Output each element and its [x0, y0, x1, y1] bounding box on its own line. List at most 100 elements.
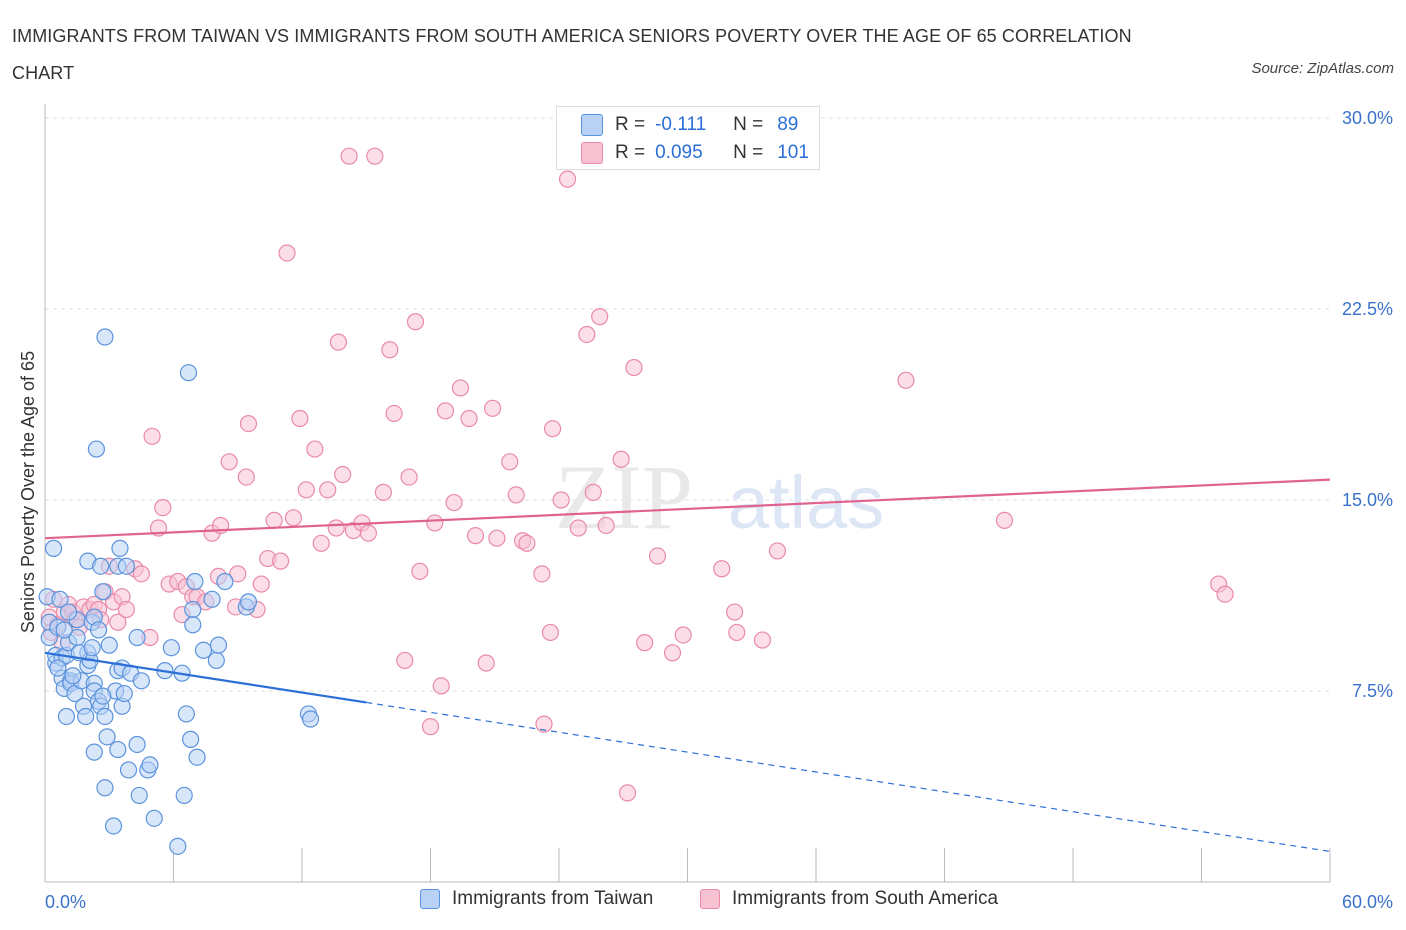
data-point	[897, 371, 915, 389]
data-point	[117, 600, 135, 619]
data-point	[207, 651, 225, 670]
y-tick-label: 15.0%	[1342, 490, 1393, 510]
stats-n-value: 101	[777, 142, 809, 163]
axis-labels: 7.5% 15.0% 22.5% 30.0% 0.0% 60.0% Seniors Pove…	[18, 108, 1393, 912]
axes	[44, 104, 1331, 883]
data-point	[366, 147, 384, 165]
data-point	[460, 409, 478, 428]
stats-row-taiwan: R = -0.111 N = 89	[581, 110, 798, 140]
data-point	[44, 539, 63, 557]
data-point	[57, 707, 76, 726]
data-point	[753, 631, 772, 649]
data-point	[96, 779, 114, 797]
trend-line-taiwan-extrapolated	[366, 701, 1331, 853]
data-point	[451, 379, 470, 397]
data-point	[92, 557, 110, 575]
data-point	[104, 817, 123, 835]
data-point	[77, 707, 95, 726]
stats-swatch-south-america	[581, 142, 603, 164]
data-point	[177, 705, 195, 723]
data-point	[726, 603, 744, 621]
data-point	[184, 600, 202, 619]
data-point	[618, 784, 637, 802]
data-point	[220, 453, 238, 471]
data-point	[591, 308, 609, 326]
y-axis-title: Seniors Poverty Over the Age of 65	[18, 351, 38, 633]
legend-item-taiwan[interactable]: Immigrants from Taiwan	[420, 888, 653, 910]
data-point	[597, 516, 615, 535]
data-point	[728, 623, 746, 642]
legend-swatch-south-america	[700, 889, 720, 909]
data-point	[445, 493, 463, 512]
data-point	[83, 639, 101, 657]
data-point	[558, 170, 577, 188]
data-point	[421, 718, 440, 736]
series-taiwan-points	[38, 328, 320, 855]
data-point	[51, 590, 69, 608]
data-point	[128, 735, 146, 754]
data-point	[340, 147, 358, 165]
data-point	[94, 583, 112, 601]
data-point	[169, 837, 187, 855]
data-point	[284, 509, 303, 527]
data-point	[111, 539, 129, 557]
data-point	[175, 786, 193, 805]
x-tick-label: 0.0%	[45, 892, 86, 912]
data-point	[374, 483, 392, 501]
data-point	[154, 499, 172, 517]
data-point	[179, 364, 198, 382]
data-point	[115, 684, 133, 703]
chart-legend: Immigrants from Taiwan Immigrants from S…	[0, 888, 1406, 918]
data-point	[625, 358, 643, 377]
data-point	[327, 519, 345, 537]
y-tick-label: 22.5%	[1342, 299, 1393, 319]
data-point	[252, 575, 270, 593]
data-point	[319, 481, 337, 499]
data-point	[768, 542, 787, 560]
data-point	[543, 420, 562, 438]
data-point	[49, 659, 67, 677]
data-point	[119, 761, 138, 779]
data-point	[306, 440, 324, 458]
data-point	[312, 534, 330, 552]
data-point	[535, 715, 553, 733]
stats-swatch-taiwan	[581, 114, 603, 136]
data-point	[291, 409, 309, 428]
x-tick-label: 60.0%	[1342, 892, 1393, 912]
data-point	[239, 415, 258, 433]
data-point	[648, 547, 667, 565]
data-point	[501, 453, 519, 471]
data-point	[612, 450, 630, 468]
data-point	[359, 524, 377, 542]
data-point	[143, 427, 161, 445]
chart-title: IMMIGRANTS FROM TAIWAN VS IMMIGRANTS FRO…	[12, 26, 1132, 83]
data-point	[87, 440, 106, 458]
data-point	[518, 534, 536, 552]
data-point	[184, 616, 202, 634]
data-point	[507, 486, 525, 504]
data-point	[203, 590, 221, 608]
data-point	[488, 529, 506, 547]
data-point	[130, 786, 148, 805]
data-point	[141, 756, 159, 774]
data-point	[98, 728, 116, 746]
data-point	[237, 468, 255, 486]
data-point	[55, 621, 73, 639]
data-point	[216, 572, 234, 591]
data-point	[96, 328, 114, 346]
data-point	[132, 565, 150, 583]
data-point	[162, 639, 180, 657]
stats-n-label: N =	[733, 142, 764, 163]
source-label: Source: ZipAtlas.com	[1251, 60, 1394, 77]
data-point	[239, 593, 258, 611]
data-point	[329, 333, 348, 351]
legend-item-south-america[interactable]: Immigrants from South America	[700, 888, 998, 910]
stats-n-label: N =	[733, 114, 764, 135]
data-point	[484, 399, 502, 417]
trend-line-south-america	[44, 478, 1331, 540]
data-point	[194, 641, 213, 659]
data-point	[209, 636, 228, 654]
data-point	[584, 483, 602, 501]
data-point	[995, 511, 1014, 529]
